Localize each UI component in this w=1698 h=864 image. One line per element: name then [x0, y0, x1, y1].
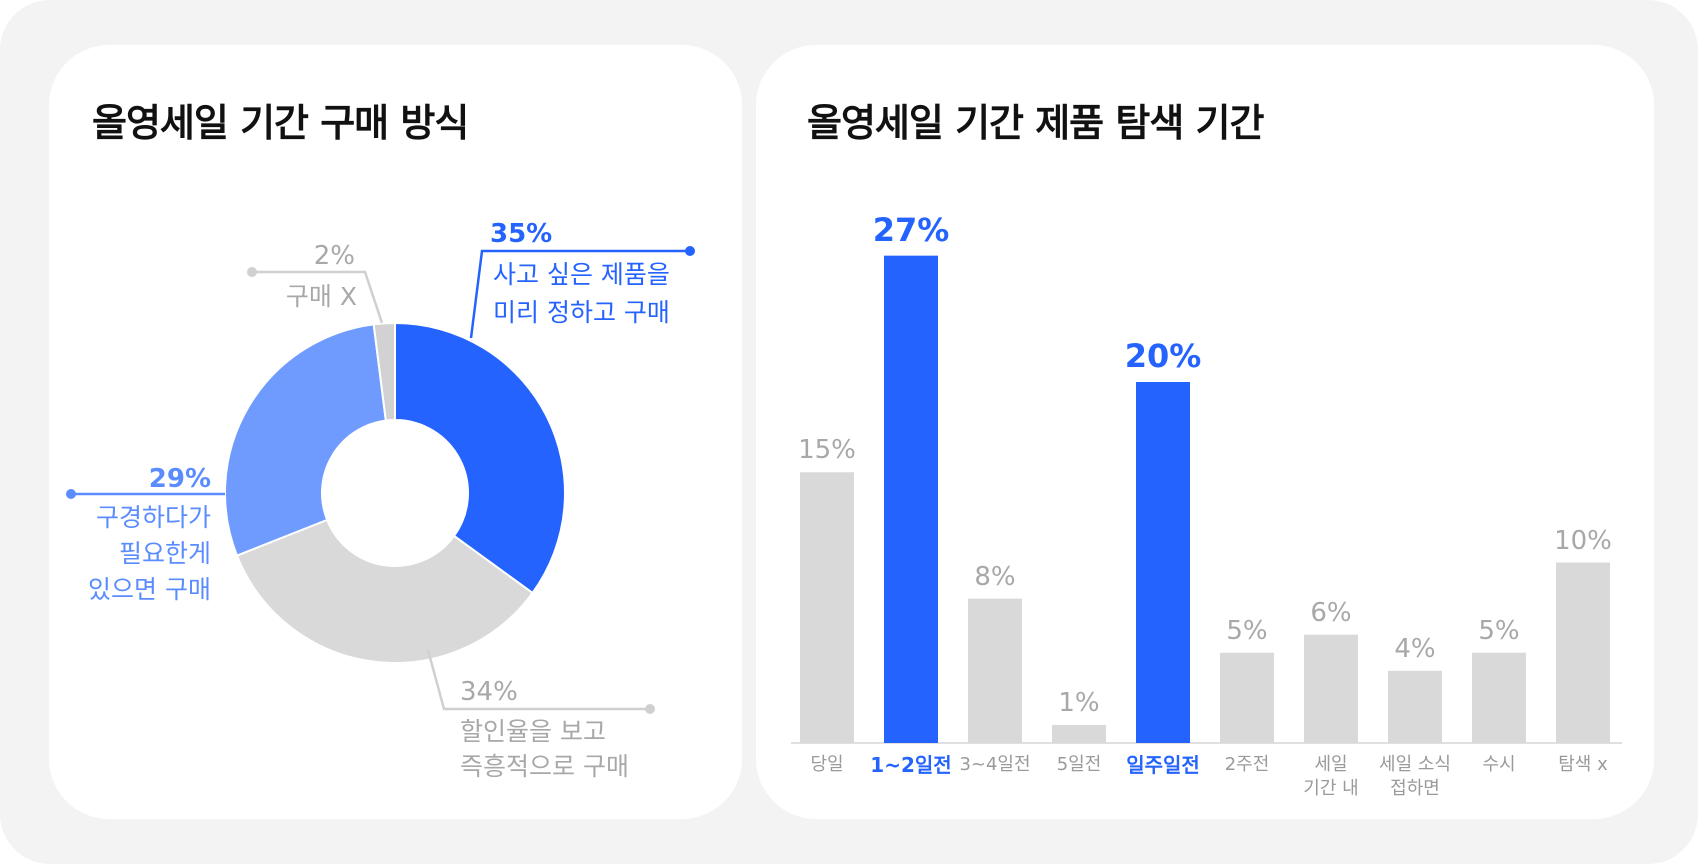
category-label: 구경하다가 필요한게 있으면 구매	[88, 503, 211, 604]
x-tick-label: 세일 소식 접하면	[1379, 754, 1451, 799]
data-label: 29%	[148, 464, 211, 494]
leader-line	[469, 249, 690, 339]
data-label: 8%	[974, 561, 1016, 592]
bar	[1136, 382, 1190, 743]
x-tick-label: 2주전	[1224, 754, 1270, 775]
x-tick-label: 수시	[1482, 754, 1516, 775]
leader-line	[426, 649, 650, 711]
leader-dot	[685, 246, 695, 256]
leader-line	[252, 270, 384, 324]
x-tick-label: 일주일전	[1126, 753, 1200, 777]
data-label: 35%	[490, 219, 553, 249]
pie-slice	[394, 321, 566, 595]
x-tick-label: 탐색 x	[1558, 754, 1608, 775]
data-label: 1%	[1058, 687, 1100, 718]
pie-slice	[372, 321, 396, 422]
chart-title: 올영세일 기간 제품 탐색 기간	[807, 101, 1264, 145]
leader-dot	[66, 489, 76, 499]
bar	[1220, 652, 1274, 743]
data-label: 4%	[1394, 633, 1436, 664]
data-label: 6%	[1310, 597, 1352, 628]
bar	[1052, 724, 1106, 743]
category-label: 사고 싶은 제품을 미리 정하고 구매	[493, 260, 670, 327]
bar	[884, 255, 938, 743]
x-tick-label: 1~2일전	[870, 753, 952, 777]
data-label: 2%	[313, 241, 355, 271]
data-label: 27%	[872, 210, 950, 249]
bar	[968, 598, 1022, 743]
data-label: 34%	[460, 677, 518, 707]
data-label: 5%	[1478, 615, 1520, 646]
bar	[1472, 652, 1526, 743]
card	[49, 45, 742, 819]
x-tick-label: 세일 기간 내	[1303, 754, 1359, 799]
bar	[1388, 670, 1442, 743]
bar	[800, 472, 854, 743]
leader-dot	[247, 267, 257, 277]
x-tick-label: 5일전	[1056, 754, 1102, 775]
chart-title: 올영세일 기간 구매 방식	[92, 101, 469, 145]
x-tick-label: 당일	[810, 754, 844, 775]
data-label: 5%	[1226, 615, 1268, 646]
category-label: 할인율을 보고 즉흥적으로 구매	[460, 717, 629, 781]
bar	[1556, 562, 1610, 743]
pie-slice	[224, 323, 387, 557]
bar	[1304, 634, 1358, 743]
data-label: 15%	[798, 435, 856, 466]
leader-dot	[645, 704, 655, 714]
x-tick-label: 3~4일전	[959, 754, 1031, 775]
data-label: 20%	[1124, 337, 1202, 375]
pie-slice	[235, 518, 534, 664]
category-label: 구매 X	[285, 282, 357, 311]
data-label: 10%	[1554, 525, 1612, 556]
